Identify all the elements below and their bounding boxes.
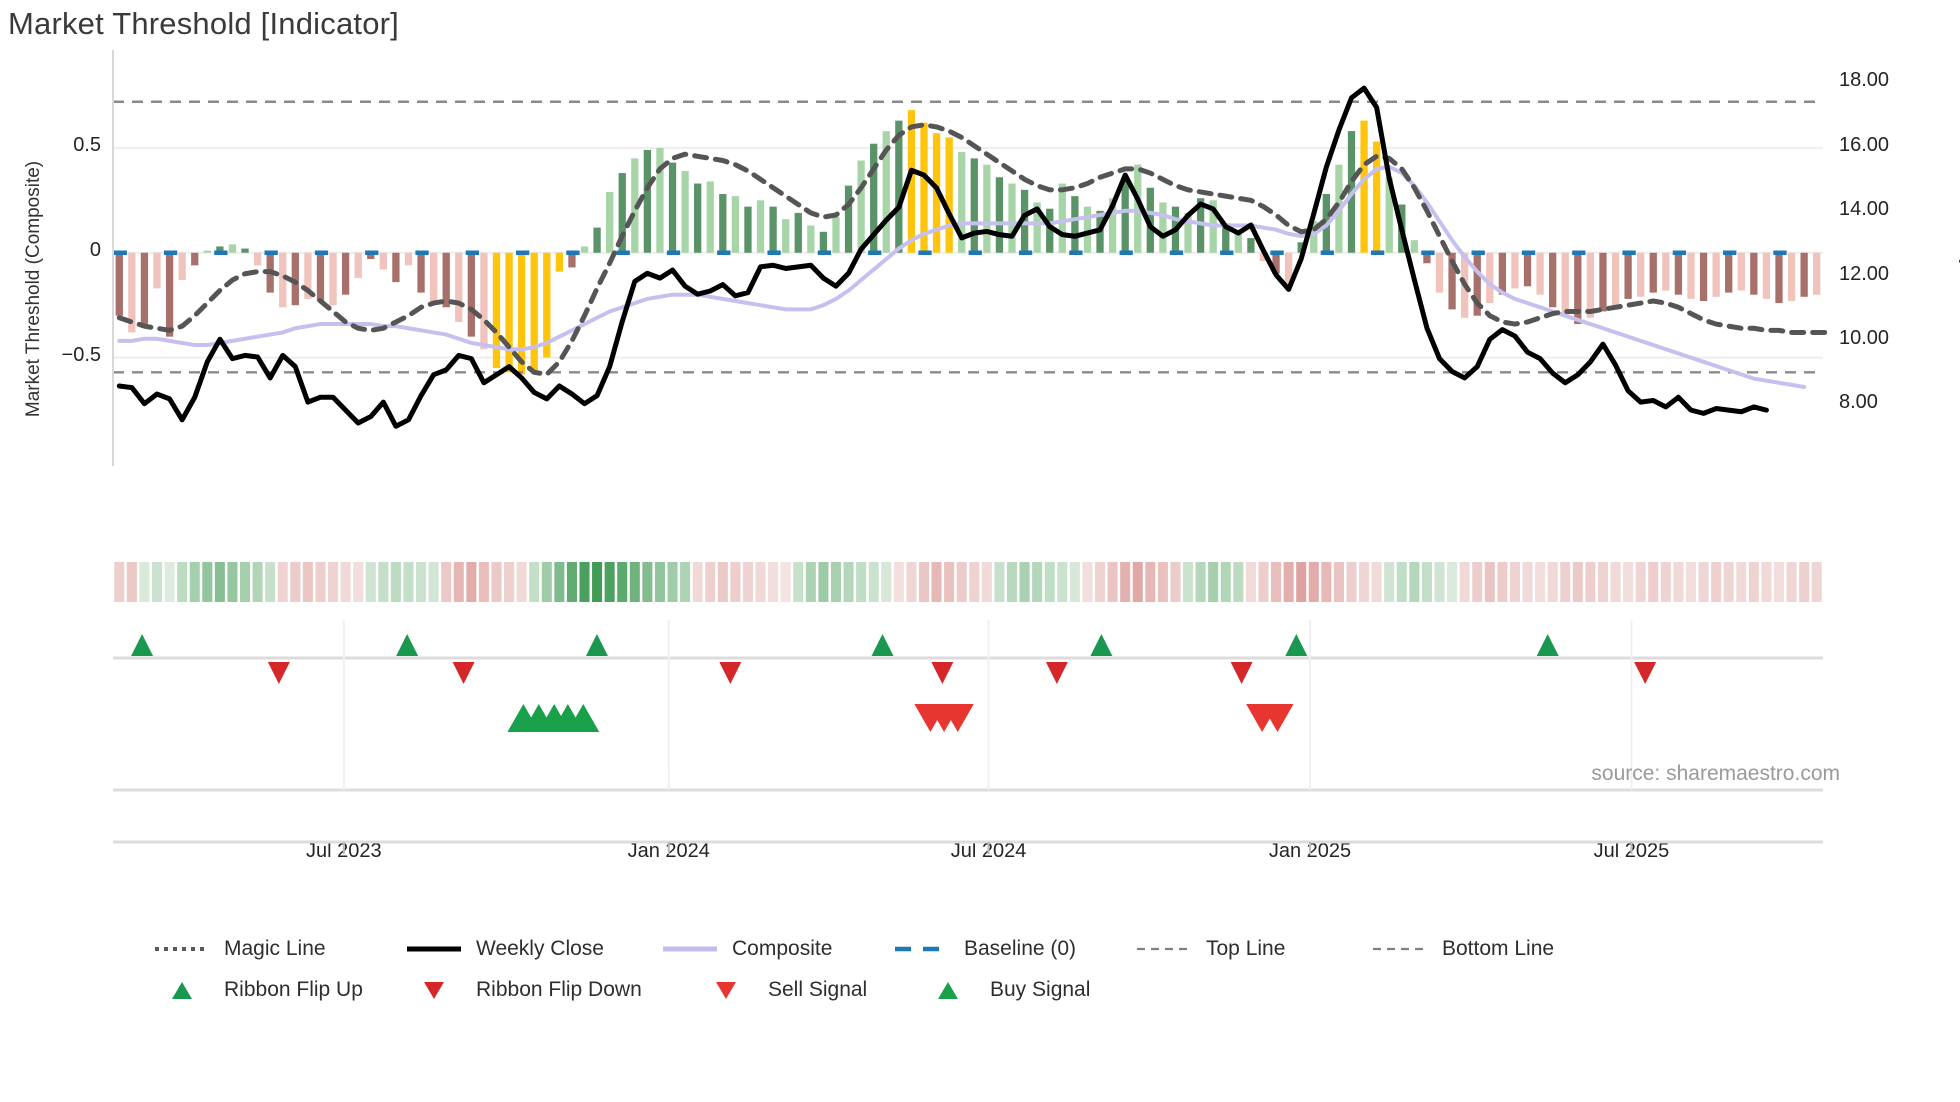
legend-item[interactable]: Ribbon Flip Up [150,978,402,1002]
y-tick-right: 18.00 [1839,69,1890,92]
legend-item-label: Magic Line [224,936,326,960]
page-title: Market Threshold [Indicator] [8,6,399,41]
dashed-line-thin-icon [1132,937,1196,961]
triangle-up-icon [150,978,214,1002]
legend-item[interactable]: Weekly Close [402,937,658,961]
legend-item[interactable]: Bottom Line [1368,937,1608,961]
ribbon-flip-panel [113,620,1823,690]
y-tick-right: 14.00 [1839,198,1890,221]
y-tick-right: 16.00 [1839,133,1890,156]
legend-item-label: Bottom Line [1442,936,1555,960]
chart-legend: Magic Line Weekly Close Composite Baseline … [150,928,1910,1010]
main-chart-svg [112,50,1832,466]
bottom-axis-svg [113,770,1823,854]
buy-sell-signal-panel [113,690,1823,770]
legend-item[interactable]: Composite [658,937,890,961]
legend-item-label: Ribbon Flip Up [224,977,363,1001]
legend-item-label: Sell Signal [768,977,868,1001]
legend-item-label: Buy Signal [990,977,1091,1001]
legend-item-label: Ribbon Flip Down [476,977,642,1001]
dotted-line-icon [150,937,214,961]
triangle-down-icon [694,978,758,1002]
solid-line-icon [658,937,722,961]
ribbon-strip-panel [113,556,1823,608]
ribbon-strip-svg [114,562,1822,602]
legend-item[interactable]: Buy Signal [916,978,1156,1002]
y-tick-left: −0.5 [61,343,101,366]
legend-item-label: Composite [732,936,833,960]
ribbon-flip-svg [113,620,1823,690]
main-plot-area[interactable] [112,50,1832,466]
legend-item[interactable]: Ribbon Flip Down [402,978,694,1002]
legend-row-markers: Ribbon Flip Up Ribbon Flip Down Sell Signa… [150,969,1910,1010]
buy-sell-signal-svg [342,690,1633,770]
y-tick-left: 0.5 [73,133,101,156]
solid-line-icon [402,937,466,961]
triangle-down-icon [402,978,466,1002]
legend-item[interactable]: Top Line [1132,937,1368,961]
bottom-axis-panel [113,770,1823,862]
legend-item[interactable]: Baseline (0) [890,937,1132,961]
source-attribution: source: sharemaestro.com [1591,762,1840,785]
legend-item-label: Baseline (0) [964,936,1077,960]
legend-item-label: Top Line [1206,936,1286,960]
legend-row-lines: Magic Line Weekly Close Composite Baseline … [150,928,1910,969]
legend-item[interactable]: Sell Signal [694,978,916,1002]
dashed-line-thin-icon [1368,937,1432,961]
y-tick-right: 12.00 [1839,262,1890,285]
y-tick-right: 8.00 [1839,391,1878,414]
dashed-line-icon [890,937,954,961]
legend-item[interactable]: Magic Line [150,937,402,961]
triangle-up-icon [916,978,980,1002]
legend-item-label: Weekly Close [476,936,604,960]
y-tick-right: 10.00 [1839,326,1890,349]
y-tick-left: 0 [89,238,101,261]
